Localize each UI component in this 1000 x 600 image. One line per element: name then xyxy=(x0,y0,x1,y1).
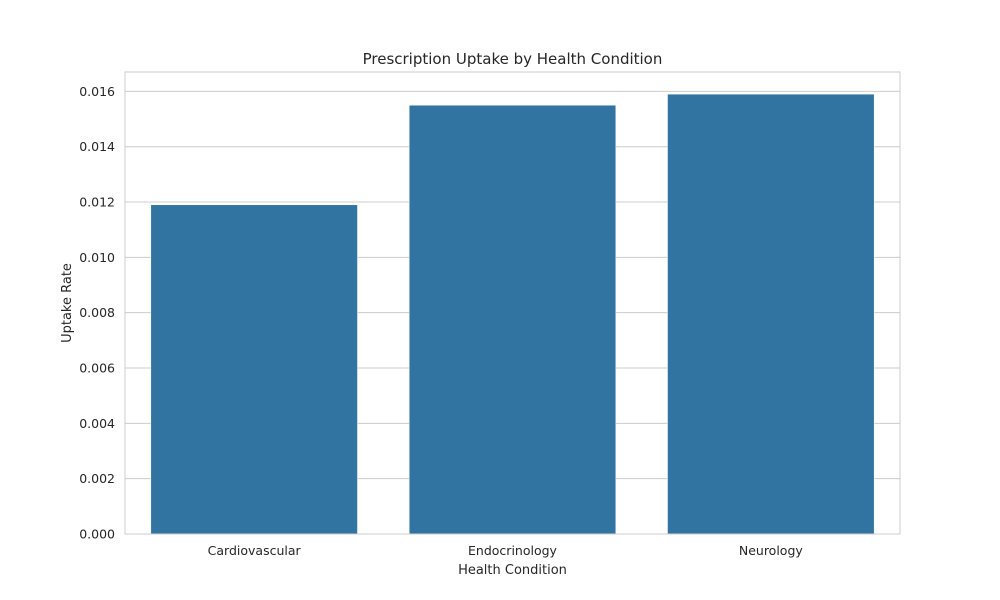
y-tick-label: 0.014 xyxy=(79,139,115,154)
bar-cardiovascular xyxy=(150,204,358,535)
y-axis-label: Uptake Rate xyxy=(60,263,75,343)
x-tick-label: Neurology xyxy=(739,543,804,558)
y-tick-label: 0.000 xyxy=(79,527,115,542)
y-axis-ticks: 0.000 0.002 0.004 0.006 0.008 0.010 0.012 0.014… xyxy=(79,84,115,542)
y-tick-label: 0.008 xyxy=(79,305,115,320)
plot-frame xyxy=(124,71,901,535)
y-tick-label: 0.010 xyxy=(79,250,115,265)
x-axis-ticks: Cardiovascular Endocrinology Neurology xyxy=(208,543,804,558)
bar-neurology xyxy=(667,93,875,535)
bars xyxy=(150,93,875,535)
y-tick-label: 0.004 xyxy=(79,416,115,431)
chart-title: Prescription Uptake by Health Condition xyxy=(363,50,663,68)
y-tick-label: 0.002 xyxy=(79,471,115,486)
y-tick-label: 0.006 xyxy=(79,361,115,376)
bar-endocrinology xyxy=(408,104,617,535)
y-tick-label: 0.012 xyxy=(79,195,115,210)
x-tick-label: Cardiovascular xyxy=(208,543,302,558)
y-tick-label: 0.016 xyxy=(79,84,115,99)
x-tick-label: Endocrinology xyxy=(468,543,558,558)
x-axis-label: Health Condition xyxy=(458,563,567,578)
